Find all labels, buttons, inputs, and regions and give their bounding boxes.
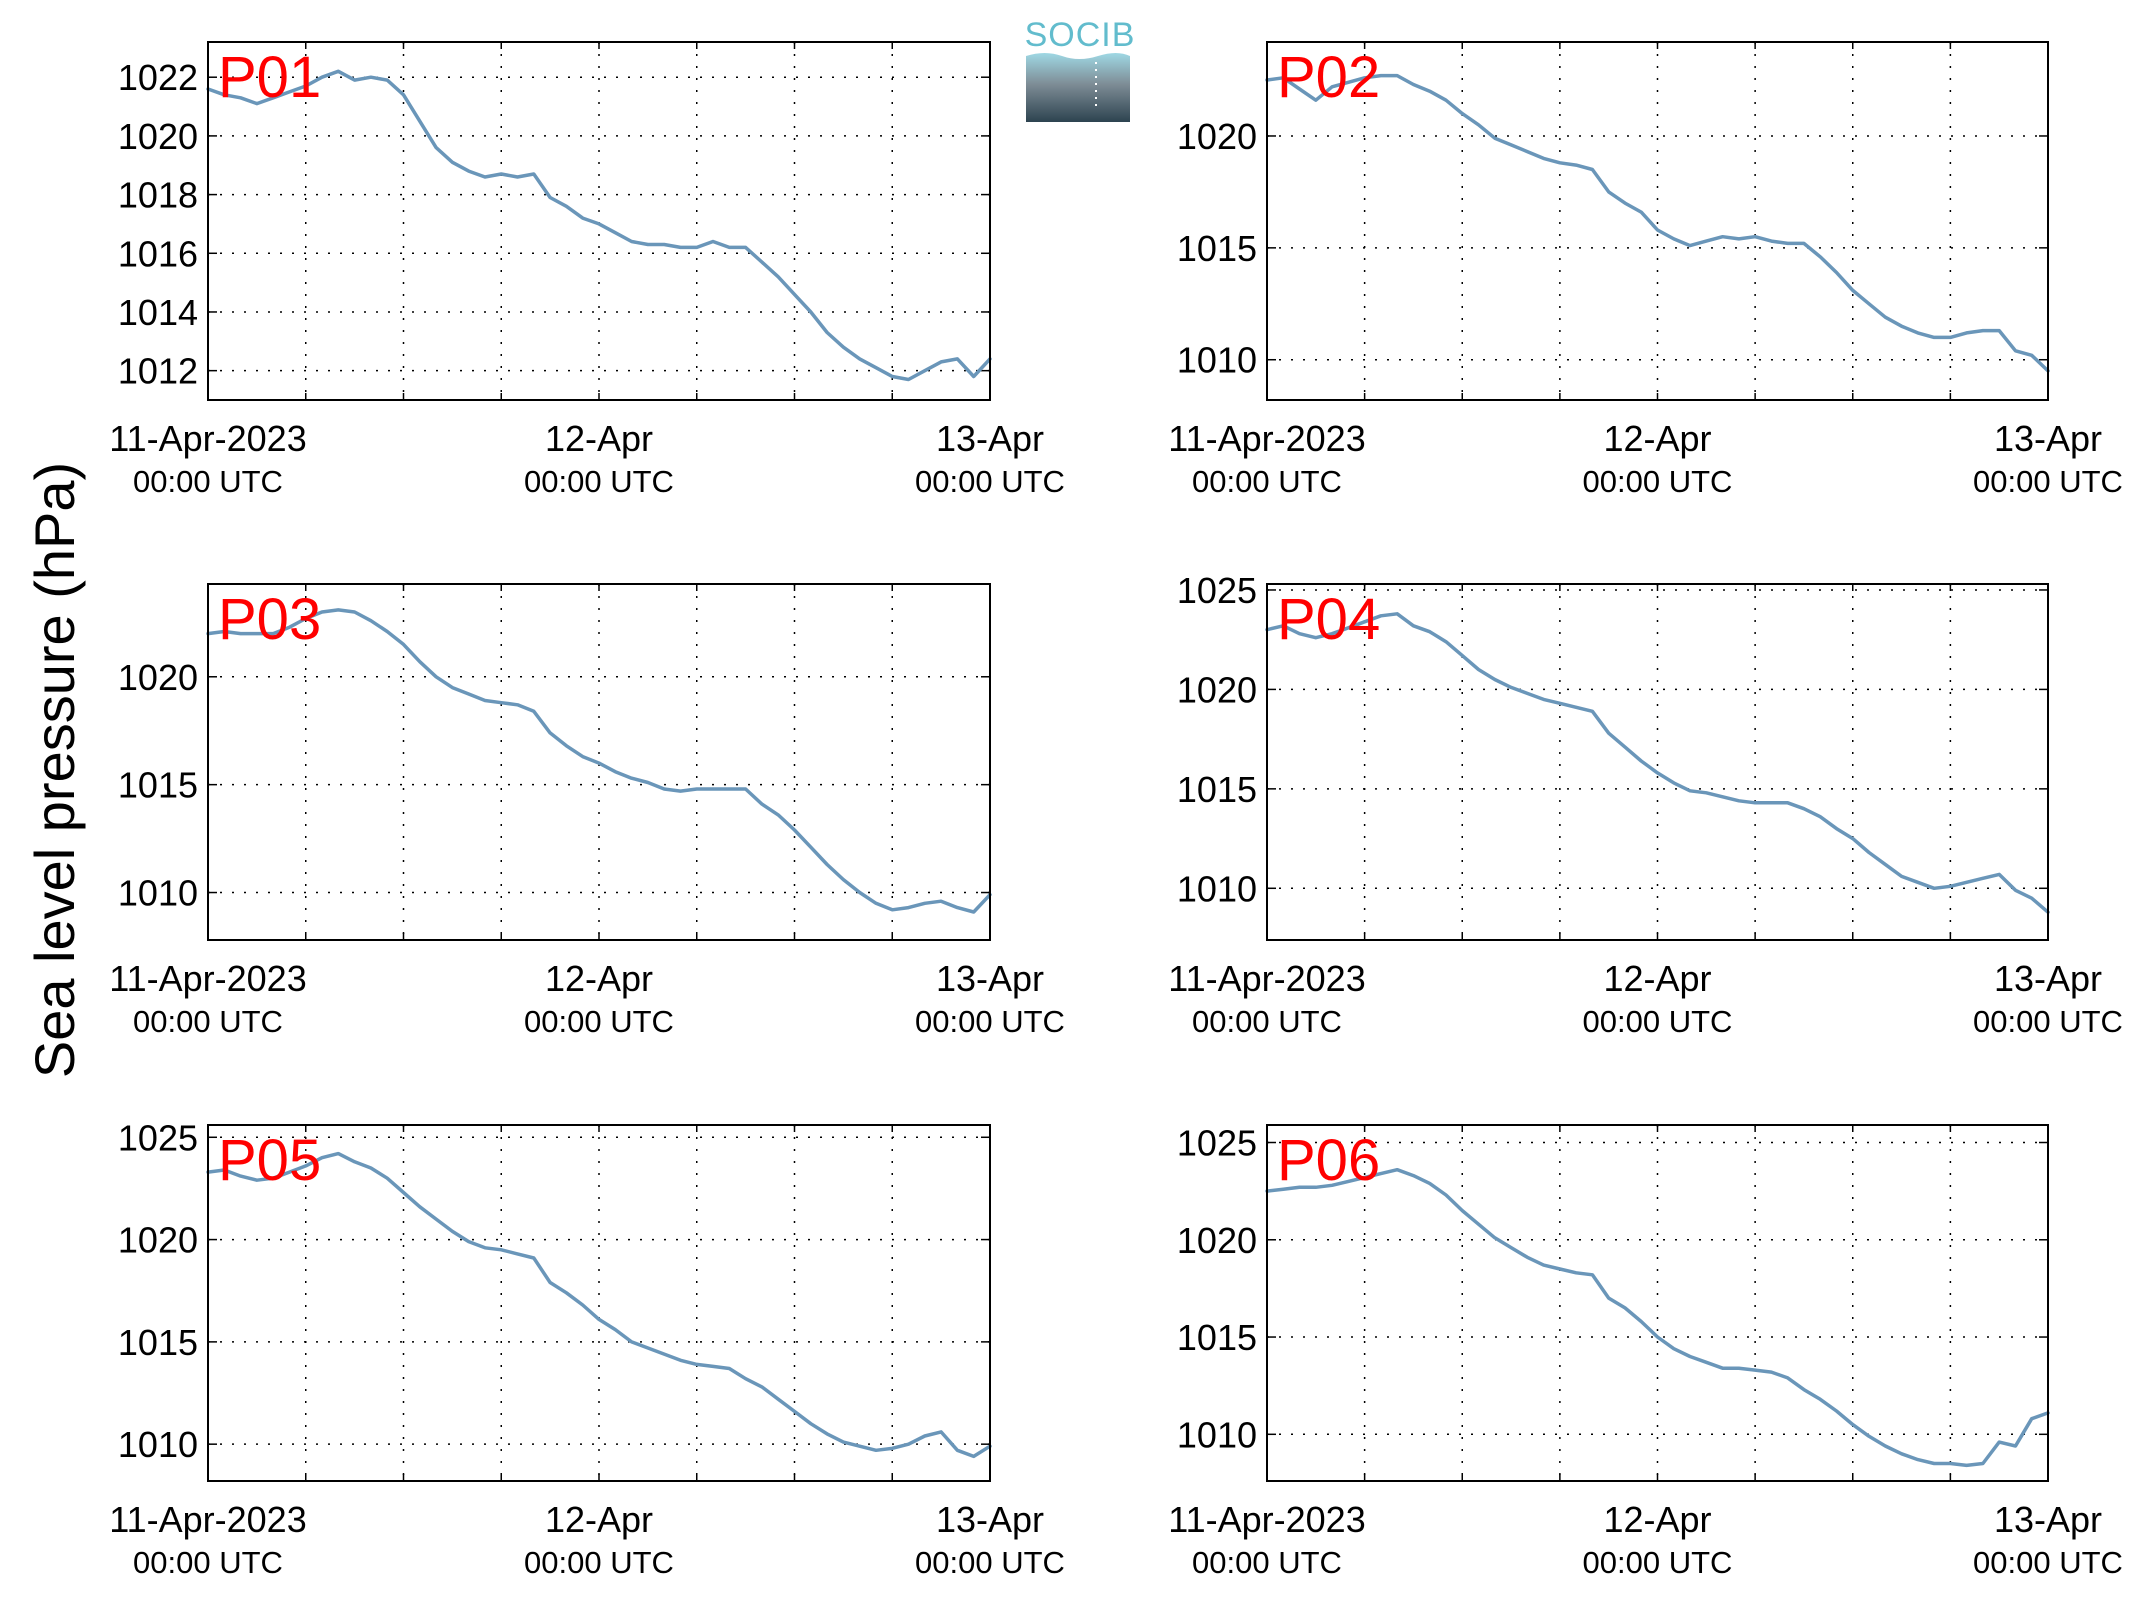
y-tick-label: 1025 (118, 1117, 198, 1158)
x-tick-sublabel: 00:00 UTC (1973, 1545, 2123, 1580)
x-tick-sublabel: 00:00 UTC (524, 464, 674, 499)
x-tick-label: 11-Apr-2023 (109, 958, 306, 999)
panel-label: P05 (218, 1128, 321, 1193)
x-tick-label: 12-Apr (1603, 958, 1711, 999)
y-tick-label: 1010 (118, 1424, 198, 1465)
x-tick-sublabel: 00:00 UTC (133, 1545, 283, 1580)
x-tick-sublabel: 00:00 UTC (915, 1545, 1065, 1580)
panel-p04: 1010 1015 1020 1025 11-Apr-2023 00:00 UTC 12-A… (1168, 570, 2123, 1039)
x-tick-sublabel: 00:00 UTC (1583, 464, 1733, 499)
pressure-series-line (1265, 73, 2050, 373)
x-tick-label: 11-Apr-2023 (109, 1499, 306, 1540)
panel-p01: 1012 1014 1016 1018 1020 1022 11-Apr-2023 00:00… (109, 41, 1065, 499)
x-tick-label: 12-Apr (545, 958, 653, 999)
plot-frame (1266, 1124, 2049, 1482)
x-tick-sublabel: 00:00 UTC (1192, 1004, 1342, 1039)
x-tick-sublabel: 00:00 UTC (915, 1004, 1065, 1039)
x-tick-label: 11-Apr-2023 (1168, 1499, 1365, 1540)
plot-frame (207, 583, 991, 941)
x-tick-label: 13-Apr (1994, 1499, 2102, 1540)
plot-frame (207, 41, 991, 401)
x-tick-sublabel: 00:00 UTC (915, 464, 1065, 499)
y-tick-label: 1015 (1177, 1317, 1257, 1358)
pressure-series-line (206, 608, 992, 914)
y-tick-label: 1012 (118, 351, 198, 392)
x-tick-sublabel: 00:00 UTC (1583, 1004, 1733, 1039)
y-tick-label: 1018 (118, 175, 198, 216)
plot-frame (207, 1124, 991, 1482)
y-tick-label: 1014 (118, 292, 198, 333)
panel-label: P06 (1277, 1128, 1380, 1193)
y-tick-label: 1015 (118, 765, 198, 806)
x-tick-label: 13-Apr (936, 958, 1044, 999)
y-tick-label: 1020 (118, 657, 198, 698)
panel-p02: 1010 1015 1020 11-Apr-2023 00:00 UTC 12-Apr 00… (1168, 41, 2123, 499)
x-tick-sublabel: 00:00 UTC (524, 1004, 674, 1039)
y-tick-label: 1020 (1177, 116, 1257, 157)
x-tick-label: 12-Apr (1603, 418, 1711, 459)
x-tick-label: 13-Apr (1994, 958, 2102, 999)
x-tick-label: 12-Apr (1603, 1499, 1711, 1540)
plot-frame (1266, 583, 2049, 941)
x-tick-label: 13-Apr (936, 1499, 1044, 1540)
x-tick-sublabel: 00:00 UTC (133, 1004, 283, 1039)
pressure-series-line (1265, 1167, 2050, 1468)
y-tick-label: 1020 (1177, 1220, 1257, 1261)
plot-frame (1266, 41, 2049, 401)
panel-label: P02 (1277, 45, 1380, 110)
x-tick-label: 13-Apr (1994, 418, 2102, 459)
y-tick-label: 1010 (1177, 1414, 1257, 1455)
x-tick-label: 12-Apr (545, 418, 653, 459)
pressure-series-line (206, 69, 992, 382)
panel-label: P01 (218, 45, 321, 110)
y-tick-label: 1015 (1177, 769, 1257, 810)
panel-p05: 1010 1015 1020 1025 11-Apr-2023 00:00 UTC 12-A… (109, 1117, 1065, 1580)
panel-label: P04 (1277, 587, 1380, 652)
y-tick-label: 1015 (1177, 228, 1257, 269)
x-tick-label: 11-Apr-2023 (1168, 418, 1365, 459)
socib-logo: SOCIB (1025, 16, 1136, 122)
x-tick-sublabel: 00:00 UTC (1192, 1545, 1342, 1580)
logo-text: SOCIB (1025, 16, 1136, 54)
x-tick-sublabel: 00:00 UTC (1583, 1545, 1733, 1580)
y-tick-label: 1010 (1177, 868, 1257, 909)
pressure-series-line (1265, 612, 2050, 914)
y-tick-label: 1015 (118, 1322, 198, 1363)
y-tick-label: 1025 (1177, 570, 1257, 611)
x-tick-label: 11-Apr-2023 (109, 418, 306, 459)
pressure-series-line (206, 1151, 992, 1459)
x-tick-sublabel: 00:00 UTC (1973, 464, 2123, 499)
y-tick-label: 1020 (118, 116, 198, 157)
y-tick-label: 1022 (118, 57, 198, 98)
x-tick-label: 13-Apr (936, 418, 1044, 459)
panel-p03: 1010 1015 1020 11-Apr-2023 00:00 UTC 12-Apr 00… (109, 583, 1065, 1039)
panel-p06: 1010 1015 1020 1025 11-Apr-2023 00:00 UTC 12-A… (1168, 1123, 2123, 1580)
x-tick-sublabel: 00:00 UTC (1192, 464, 1342, 499)
x-tick-sublabel: 00:00 UTC (524, 1545, 674, 1580)
panel-label: P03 (218, 587, 321, 652)
x-tick-label: 11-Apr-2023 (1168, 958, 1365, 999)
x-tick-sublabel: 00:00 UTC (133, 464, 283, 499)
y-tick-label: 1020 (118, 1220, 198, 1261)
x-tick-label: 12-Apr (545, 1499, 653, 1540)
y-tick-label: 1025 (1177, 1123, 1257, 1164)
x-tick-sublabel: 00:00 UTC (1973, 1004, 2123, 1039)
y-tick-label: 1016 (118, 233, 198, 274)
y-tick-label: 1010 (1177, 340, 1257, 381)
y-tick-label: 1010 (118, 873, 198, 914)
y-axis-label: Sea level pressure (hPa) (23, 462, 86, 1078)
y-tick-label: 1020 (1177, 669, 1257, 710)
